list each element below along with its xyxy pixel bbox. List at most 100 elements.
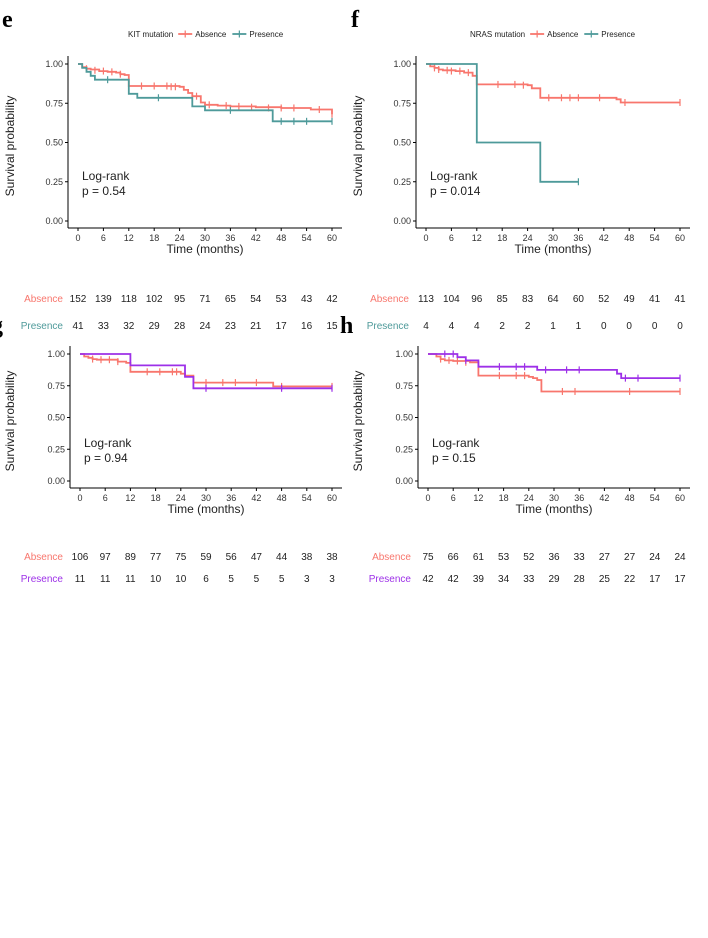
risk-table-cell: 42 (326, 294, 338, 305)
risk-table-cell: 77 (150, 552, 162, 563)
risk-table-cell: 28 (574, 574, 586, 585)
km-curve-presence (428, 353, 680, 379)
risk-table-cell: 139 (95, 294, 112, 305)
x-tick-label: 42 (599, 493, 609, 503)
logrank-label: Log-rank (430, 169, 478, 183)
risk-table-cell: 42 (422, 574, 434, 585)
logrank-label: Log-rank (432, 436, 480, 450)
y-axis-label: Survival probability (3, 371, 17, 472)
x-tick-label: 36 (574, 493, 584, 503)
y-tick-label: 0.75 (45, 98, 63, 108)
risk-table-label-absence: Absence (24, 294, 63, 305)
y-tick-label: 0.25 (45, 177, 63, 187)
panel-label-e: e (2, 7, 13, 33)
risk-table-cell: 0 (652, 321, 658, 332)
risk-table-cell: 42 (448, 574, 460, 585)
risk-table-cell: 5 (228, 574, 234, 585)
y-tick-label: 0.50 (45, 138, 63, 148)
risk-table-cell: 83 (522, 294, 534, 305)
risk-table-cell: 22 (624, 574, 636, 585)
km-curve-absence (78, 63, 333, 115)
legend-title: KIT mutation (128, 30, 173, 39)
risk-table-cell: 85 (497, 294, 509, 305)
x-tick-label: 48 (625, 493, 635, 503)
x-tick-label: 30 (549, 493, 559, 503)
legend-label-presence: Presence (601, 30, 635, 39)
risk-table-cell: 0 (677, 321, 683, 332)
p-value: p = 0.15 (432, 451, 476, 465)
y-tick-label: 0.25 (395, 444, 413, 454)
x-axis-label: Time (months) (516, 502, 593, 516)
risk-table-cell: 4 (474, 321, 480, 332)
legend-label-absence: Absence (195, 30, 227, 39)
y-tick-label: 0.00 (47, 476, 65, 486)
x-tick-label: 24 (176, 493, 186, 503)
risk-table-cell: 16 (301, 321, 313, 332)
risk-table-cell: 3 (304, 574, 310, 585)
y-tick-label: 0.50 (47, 413, 65, 423)
risk-table-cell: 21 (250, 321, 262, 332)
risk-table-cell: 5 (254, 574, 260, 585)
risk-table-cell: 41 (674, 294, 686, 305)
y-tick-label: 0.75 (393, 98, 411, 108)
x-axis-label: Time (months) (515, 242, 592, 256)
risk-table-cell: 113 (418, 294, 434, 305)
km-curve-absence (426, 63, 680, 104)
x-tick-label: 54 (650, 233, 660, 243)
risk-table-cell: 27 (599, 552, 611, 563)
risk-table-label-absence: Absence (24, 552, 63, 563)
risk-table-cell: 59 (200, 552, 212, 563)
risk-table-cell: 71 (199, 294, 211, 305)
risk-table-cell: 1 (576, 321, 582, 332)
risk-table-cell: 49 (624, 294, 636, 305)
x-tick-label: 48 (277, 493, 287, 503)
risk-table-cell: 24 (674, 552, 686, 563)
legend-label-absence: Absence (547, 30, 579, 39)
y-tick-label: 0.25 (47, 444, 65, 454)
p-value: p = 0.54 (82, 184, 126, 198)
x-tick-label: 12 (125, 493, 135, 503)
risk-table-cell: 96 (471, 294, 483, 305)
risk-table-cell: 15 (326, 321, 338, 332)
x-tick-label: 42 (599, 233, 609, 243)
risk-table-cell: 104 (443, 294, 460, 305)
risk-table-cell: 38 (326, 552, 338, 563)
risk-table-cell: 38 (301, 552, 313, 563)
x-tick-label: 18 (151, 493, 161, 503)
x-tick-label: 12 (124, 233, 134, 243)
risk-table-cell: 3 (329, 574, 335, 585)
km-curve-presence (78, 63, 332, 123)
risk-table-cell: 1 (550, 321, 556, 332)
x-tick-label: 42 (251, 493, 261, 503)
risk-table-cell: 17 (276, 321, 288, 332)
risk-table-cell: 97 (100, 552, 112, 563)
x-tick-label: 0 (425, 493, 430, 503)
x-tick-label: 36 (225, 233, 235, 243)
risk-table-cell: 41 (72, 321, 84, 332)
risk-table-cell: 66 (448, 552, 460, 563)
x-tick-label: 60 (675, 493, 685, 503)
risk-table-cell: 24 (649, 552, 661, 563)
y-tick-label: 0.00 (45, 216, 63, 226)
x-tick-label: 18 (149, 233, 159, 243)
risk-table-cell: 29 (149, 321, 161, 332)
risk-table-label-absence: Absence (370, 294, 409, 305)
panel-label-h: h (340, 313, 353, 339)
risk-table-cell: 4 (423, 321, 429, 332)
x-tick-label: 6 (449, 233, 454, 243)
risk-table-cell: 17 (649, 574, 661, 585)
x-tick-label: 24 (523, 233, 533, 243)
risk-table-cell: 33 (574, 552, 586, 563)
km-panel-f: 0.000.250.500.751.000 6 12 18 24 30 36 42 48 54 60… (351, 30, 690, 332)
risk-table-cell: 28 (174, 321, 186, 332)
y-axis-label: Survival probability (351, 96, 365, 197)
km-panel-g: 0.000.250.500.751.000 6 12 18 24 30 36 42 48 54 60… (3, 346, 342, 585)
risk-table-cell: 52 (598, 294, 610, 305)
x-tick-label: 54 (302, 233, 312, 243)
risk-table-cell: 24 (199, 321, 211, 332)
risk-table-label-presence: Presence (21, 321, 64, 332)
x-tick-label: 54 (650, 493, 660, 503)
risk-table-cell: 106 (72, 552, 89, 563)
risk-table-cell: 33 (523, 574, 535, 585)
